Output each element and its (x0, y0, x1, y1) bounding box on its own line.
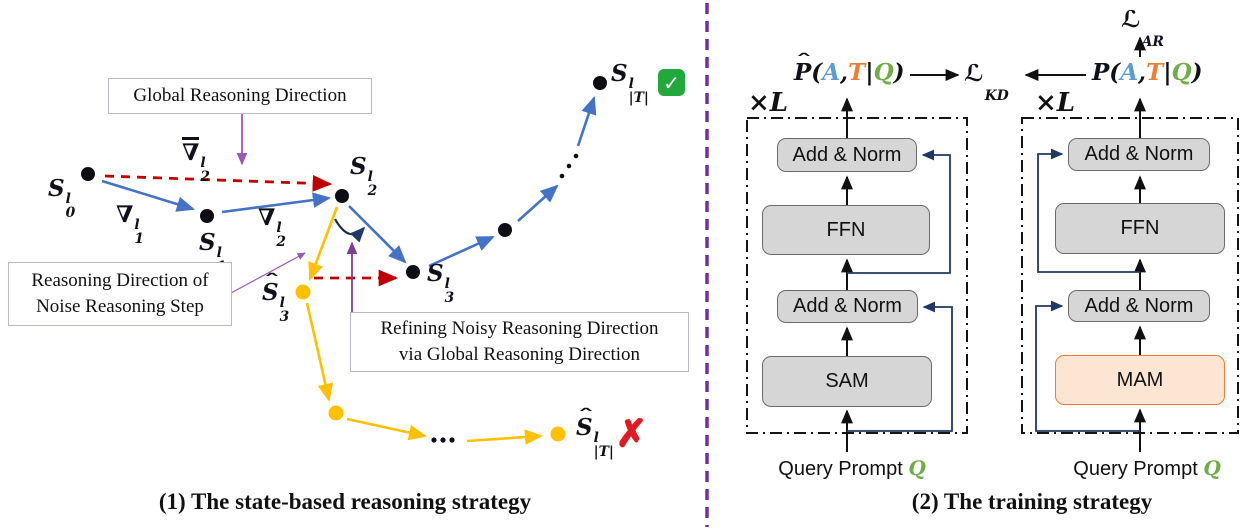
state-dots-black (81, 76, 607, 443)
failure-cross-icon: ✗ (615, 412, 648, 455)
refine-box-line2: via Global Reasoning Direction (398, 344, 641, 365)
forward-arrows-black (841, 36, 1146, 452)
refining-noisy-direction-box: Refining Noisy Reasoning Direction via G… (350, 312, 689, 372)
query-prompt-label-right: Query Prompt Q (1073, 456, 1221, 480)
noise-box-line1: Reasoning Direction of (31, 270, 209, 291)
good-reasoning-path-blue (101, 96, 597, 268)
mam-add-norm-bottom: Add & Norm (1068, 290, 1210, 322)
query-prompt-label-left: Query Prompt Q (778, 456, 926, 480)
residual-connections-navy (847, 148, 1140, 432)
sam-ffn: FFN (762, 205, 930, 255)
noisy-state-dots-yellow (295, 284, 566, 442)
gradient-label-1: ∇ l 1 (116, 201, 144, 247)
right-panel-caption: (2) The training strategy (911, 489, 1153, 514)
times-l-label-left: ×L (748, 88, 789, 118)
teacher-distribution-formula: P(A,T|Q) (1092, 59, 1203, 86)
loss-ar-label: ℒ AR (1121, 6, 1164, 50)
sam-attention-block: SAM (762, 356, 932, 407)
annotation-pointer-arrows-purple (230, 113, 358, 330)
left-panel-caption: (1) The state-based reasoning strategy (158, 489, 532, 514)
noise-box-line2: Noise Reasoning Step (36, 296, 204, 317)
times-l-label-right: ×L (1035, 88, 1076, 118)
sam-add-norm-bottom: Add & Norm (777, 290, 918, 323)
mam-attention-block: MAM (1055, 355, 1225, 405)
loss-kd-label: ℒ KD (964, 60, 1009, 104)
noise-reasoning-step-box: Reasoning Direction of Noise Reasoning S… (8, 262, 232, 326)
global-reasoning-direction-box: Global Reasoning Direction (108, 78, 372, 114)
mam-layer-border (1021, 117, 1239, 434)
gradient-label-2-bar: ∇ l 2 (182, 137, 210, 185)
refine-box-line1: Refining Noisy Reasoning Direction (380, 318, 659, 339)
sam-add-norm-top: Add & Norm (777, 138, 917, 172)
success-check-icon: ✓ (658, 69, 685, 96)
mam-add-norm-top: Add & Norm (1068, 138, 1210, 171)
gradient-label-2: ∇ l 2 (258, 204, 286, 250)
mam-ffn: FFN (1055, 203, 1225, 254)
global-reasoning-direction-label: Global Reasoning Direction (133, 85, 347, 106)
refine-rotation-arc (334, 218, 366, 243)
student-distribution-formula: ˆ P(A,T|Q) (794, 52, 905, 86)
noisy-reasoning-path-yellow (305, 206, 544, 445)
sam-layer-border (746, 117, 968, 434)
global-direction-red-dashed-arrows (104, 174, 399, 287)
